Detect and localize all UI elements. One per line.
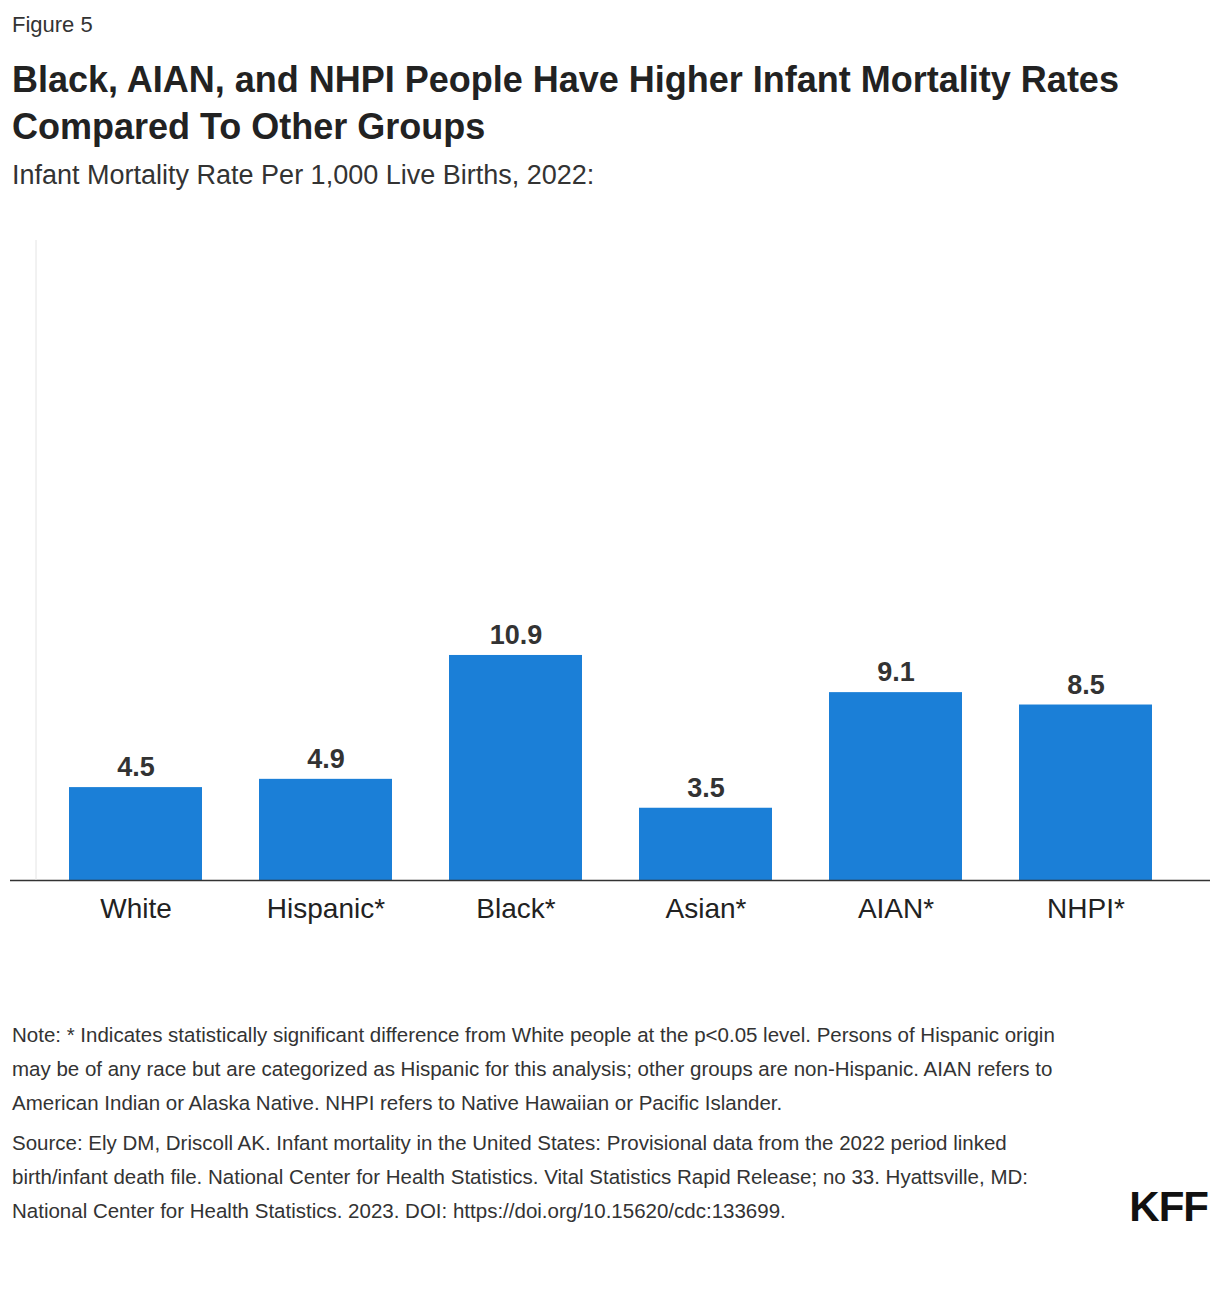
svg-text:4.5: 4.5 bbox=[117, 752, 155, 782]
svg-text:9.1: 9.1 bbox=[877, 657, 915, 687]
svg-text:Hispanic*: Hispanic* bbox=[267, 893, 385, 924]
html-text:Black, AIAN, and NHPI People H: Black, AIAN, and NHPI People Have Higher… bbox=[12, 59, 1119, 147]
html-text:Figure 5: Figure 5 bbox=[12, 12, 93, 37]
svg-text:Asian*: Asian* bbox=[666, 893, 747, 924]
html-text:Infant Mortality Rate Per 1,00: Infant Mortality Rate Per 1,000 Live Bir… bbox=[12, 160, 595, 190]
svg-text:8.5: 8.5 bbox=[1067, 670, 1105, 700]
html-text:Note: * Indicates statisticall: Note: * Indicates statistically signific… bbox=[12, 1023, 1055, 1114]
svg-text:3.5: 3.5 bbox=[687, 773, 725, 803]
html-text:KFF: KFF bbox=[1129, 1183, 1208, 1230]
html-text:Source: Ely DM, Driscoll AK. I: Source: Ely DM, Driscoll AK. Infant mort… bbox=[12, 1131, 1028, 1222]
svg-text:Black*: Black* bbox=[476, 893, 555, 924]
svg-text:4.9: 4.9 bbox=[307, 744, 345, 774]
svg-text:White: White bbox=[100, 893, 172, 924]
svg-text:AIAN*: AIAN* bbox=[858, 893, 934, 924]
svg-text:NHPI*: NHPI* bbox=[1047, 893, 1125, 924]
svg-text:10.9: 10.9 bbox=[490, 620, 543, 650]
